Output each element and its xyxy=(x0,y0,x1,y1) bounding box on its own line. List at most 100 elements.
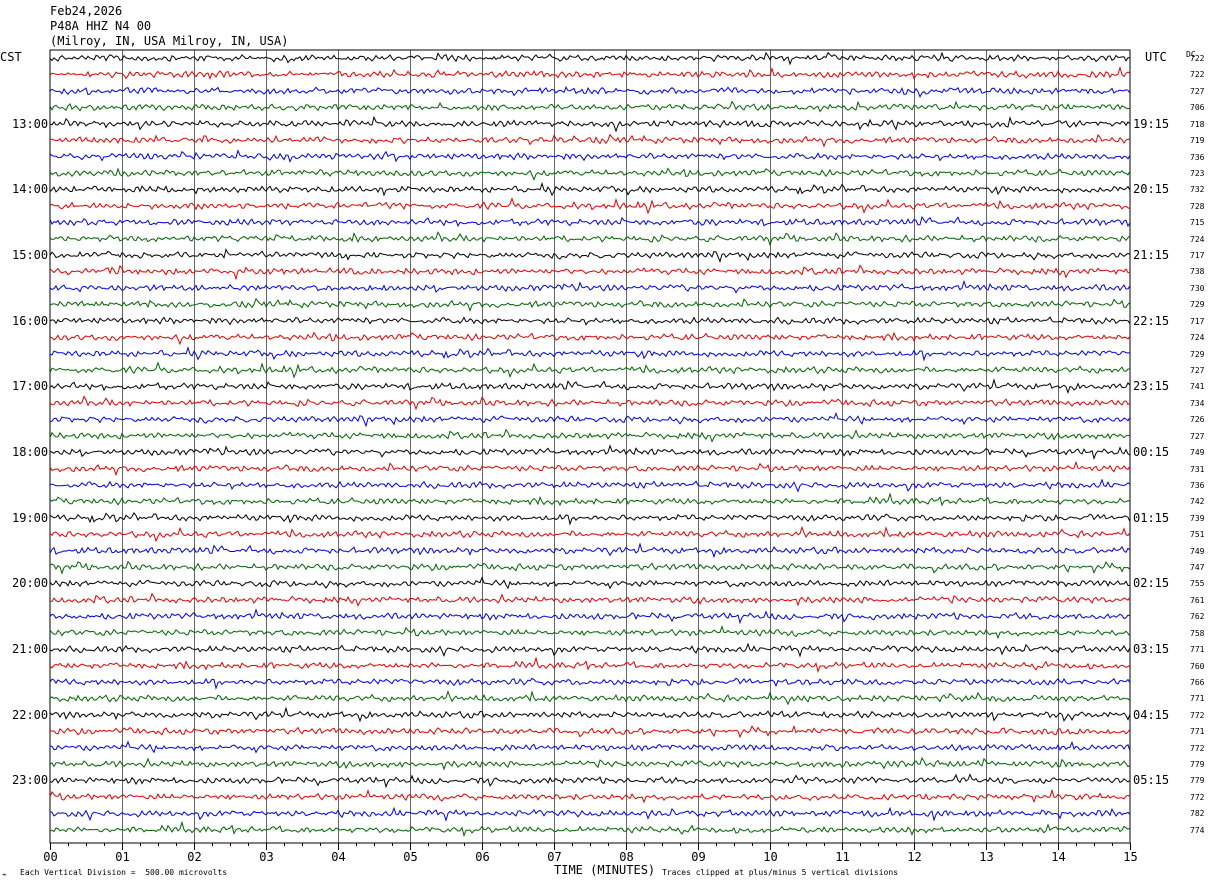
seismic-trace xyxy=(49,279,1131,294)
dc-offset-header: DC xyxy=(1186,50,1196,59)
x-tick-label: 14 xyxy=(1051,850,1065,864)
dc-offset-value: 762 xyxy=(1190,612,1205,622)
left-timezone-label: CST xyxy=(0,50,22,64)
seismic-trace xyxy=(49,167,1131,182)
seismic-trace xyxy=(49,86,1131,98)
right-hour-label: 21:15 xyxy=(1133,248,1170,263)
station-location: (Milroy, IN, USA Milroy, IN, USA) xyxy=(50,34,289,48)
left-hour-label: 23:00 xyxy=(12,773,49,788)
x-tick-label: 05 xyxy=(403,850,417,864)
dc-offset-value: 772 xyxy=(1190,743,1205,753)
dc-offset-value: 724 xyxy=(1190,234,1205,244)
right-hour-label: 04:15 xyxy=(1133,707,1170,722)
plot-date: Feb24,2026 xyxy=(50,4,123,18)
seismic-trace xyxy=(49,428,1131,443)
seismic-trace xyxy=(49,706,1131,723)
dc-offset-value: 739 xyxy=(1190,513,1205,523)
seismic-trace xyxy=(49,689,1131,706)
dc-offset-value: 771 xyxy=(1190,645,1205,655)
dc-offset-value: 751 xyxy=(1190,530,1205,540)
dc-offset-value: 742 xyxy=(1190,497,1205,507)
seismic-trace xyxy=(49,724,1131,739)
seismic-trace xyxy=(49,100,1131,113)
x-tick-label: 08 xyxy=(619,850,633,864)
seismic-trace xyxy=(49,642,1131,658)
x-tick-label: 11 xyxy=(835,850,849,864)
left-hour-label: 20:00 xyxy=(12,576,49,591)
dc-offset-value: 722 xyxy=(1190,54,1205,63)
vertical-scale-note: Each Vertical Division = 500.00 microvol… xyxy=(20,868,228,877)
right-hour-label: 02:15 xyxy=(1133,576,1170,591)
x-tick-label: 10 xyxy=(763,850,777,864)
seismic-trace xyxy=(49,297,1131,312)
dc-offset-value: 729 xyxy=(1190,349,1205,359)
x-tick-label: 07 xyxy=(547,850,561,864)
seismic-trace xyxy=(49,264,1131,281)
seismic-trace xyxy=(49,677,1131,690)
seismic-trace xyxy=(49,576,1131,590)
left-hour-label: 17:00 xyxy=(12,379,49,394)
seismic-trace xyxy=(49,316,1131,326)
seismic-trace xyxy=(49,395,1131,411)
right-hour-label: 03:15 xyxy=(1133,642,1170,657)
dc-offset-value: 736 xyxy=(1190,152,1205,162)
seismic-trace xyxy=(49,460,1131,477)
x-tick-label: 02 xyxy=(187,850,201,864)
dc-offset-value: 727 xyxy=(1190,431,1205,441)
dc-offset-value: 729 xyxy=(1190,300,1205,310)
seismic-trace xyxy=(49,248,1131,264)
seismic-trace xyxy=(49,215,1131,228)
seismic-trace xyxy=(49,181,1131,197)
x-tick-label: 06 xyxy=(475,850,489,864)
right-timezone-label: UTC xyxy=(1145,50,1167,64)
seismic-trace xyxy=(49,51,1130,66)
x-tick-label: 01 xyxy=(115,850,129,864)
dc-offset-value: 727 xyxy=(1190,86,1205,96)
x-tick-label: 12 xyxy=(907,850,921,864)
seismic-trace xyxy=(49,197,1131,215)
left-hour-label: 19:00 xyxy=(12,510,49,525)
x-tick-label: 00 xyxy=(43,850,57,864)
dc-offset-value: 717 xyxy=(1190,316,1205,326)
seismic-trace xyxy=(49,65,1131,81)
dc-offset-value: 758 xyxy=(1190,628,1205,638)
station-id: P48A HHZ N4 00 xyxy=(50,19,152,33)
right-hour-label: 01:15 xyxy=(1133,510,1170,525)
seismic-trace xyxy=(49,788,1131,804)
seismic-trace xyxy=(49,624,1131,640)
dc-offset-value: 728 xyxy=(1190,201,1205,211)
dc-offset-value: 774 xyxy=(1190,825,1205,835)
seismic-trace xyxy=(49,149,1131,163)
seismic-trace xyxy=(49,608,1131,625)
dc-offset-value: 766 xyxy=(1190,677,1205,687)
seismic-trace xyxy=(49,656,1131,674)
left-hour-label: 18:00 xyxy=(12,445,49,460)
right-hour-label: 19:15 xyxy=(1133,116,1170,131)
dc-offset-value: 717 xyxy=(1190,251,1205,261)
left-hour-label: 21:00 xyxy=(12,642,49,657)
dc-offset-value: 719 xyxy=(1190,136,1205,146)
left-hour-label: 22:00 xyxy=(12,707,49,722)
right-hour-label: 22:15 xyxy=(1133,313,1170,328)
seismic-trace xyxy=(49,560,1131,575)
seismic-trace xyxy=(49,444,1131,461)
right-hour-label: 20:15 xyxy=(1133,182,1170,197)
seismic-trace xyxy=(49,820,1131,838)
dc-offset-value: 755 xyxy=(1190,579,1205,589)
plot-frame xyxy=(49,49,1131,844)
x-tick-label: 09 xyxy=(691,850,705,864)
dc-offset-value: 747 xyxy=(1190,563,1205,573)
right-hour-label: 05:15 xyxy=(1133,773,1170,788)
right-hour-label: 00:15 xyxy=(1133,445,1170,460)
dc-offset-value: 736 xyxy=(1190,480,1205,490)
dc-offset-value: 760 xyxy=(1190,661,1205,671)
clip-note: Traces clipped at plus/minus 5 vertical … xyxy=(662,868,899,877)
dc-offset-value: 730 xyxy=(1190,283,1205,293)
dc-offset-value: 706 xyxy=(1190,103,1205,113)
dc-offset-value: 749 xyxy=(1190,448,1205,458)
dc-offset-value: 723 xyxy=(1190,168,1205,178)
seismic-trace xyxy=(49,346,1131,362)
seismic-trace xyxy=(49,592,1131,607)
seismic-trace xyxy=(49,542,1131,559)
